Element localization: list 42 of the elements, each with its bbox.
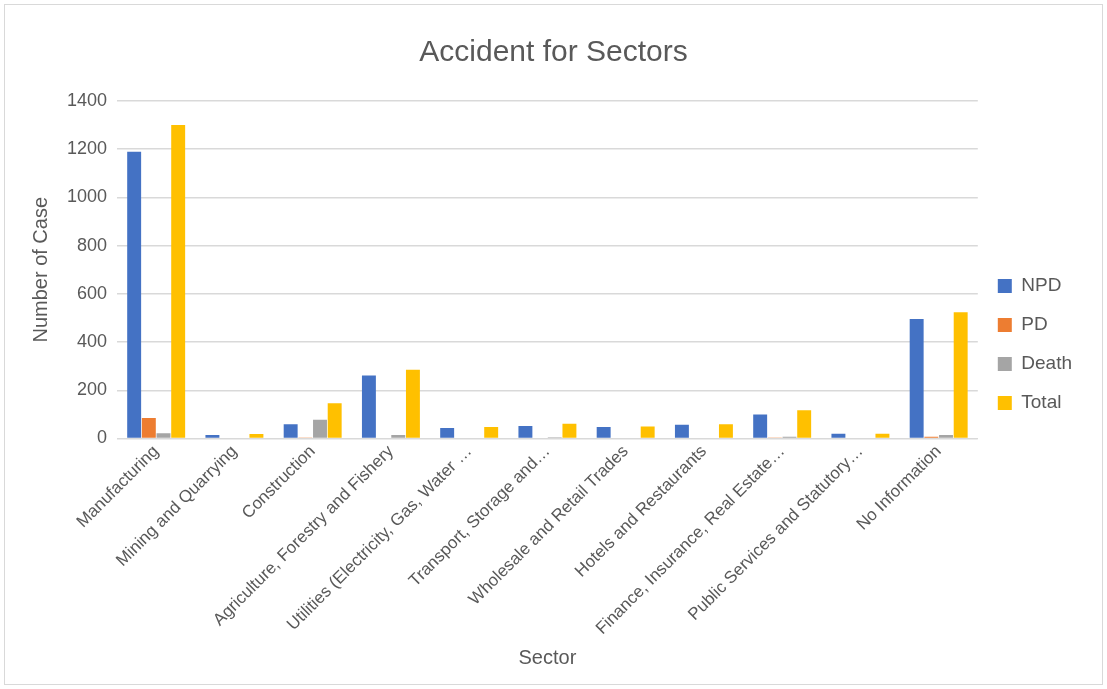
- bar: [361, 375, 376, 438]
- bar: [831, 433, 846, 438]
- bar: [953, 312, 968, 438]
- bar: [875, 433, 890, 438]
- bar: [405, 369, 420, 438]
- y-axis-title: Number of Case: [28, 196, 51, 343]
- bar: [674, 424, 689, 438]
- bar: [327, 403, 342, 438]
- chart-title: Accident for Sectors: [419, 34, 688, 68]
- bar: [205, 434, 220, 438]
- bar: [249, 433, 264, 438]
- y-tick-label: 1400: [67, 89, 108, 110]
- bar: [141, 418, 156, 438]
- bar: [562, 423, 577, 438]
- bar: [753, 414, 768, 438]
- bar: [127, 151, 142, 438]
- bar: [718, 424, 733, 438]
- bar: [283, 424, 298, 438]
- y-tick-label: 400: [77, 331, 108, 352]
- bar: [939, 434, 953, 438]
- bar: [171, 125, 186, 438]
- legend-label: Death: [1021, 352, 1072, 374]
- y-tick-label: 1200: [67, 138, 108, 159]
- bar: [518, 425, 533, 438]
- y-tick-label: 800: [77, 234, 108, 255]
- bar: [391, 434, 406, 438]
- y-tick-label: 600: [77, 282, 108, 303]
- bar: [640, 426, 655, 438]
- bar: [313, 419, 327, 438]
- bar: [156, 433, 171, 438]
- legend-label: PD: [1021, 313, 1048, 335]
- legend-label: Total: [1021, 391, 1062, 413]
- x-axis-title: Sector: [518, 645, 577, 668]
- bar: [909, 318, 924, 438]
- y-tick-label: 200: [77, 379, 108, 400]
- legend-label: NPD: [1021, 274, 1062, 296]
- bar: [440, 427, 455, 438]
- bar: [484, 426, 499, 438]
- y-tick-label: 0: [97, 427, 108, 448]
- bar: [596, 426, 611, 438]
- bar: [797, 410, 812, 438]
- y-tick-label: 1000: [67, 186, 108, 207]
